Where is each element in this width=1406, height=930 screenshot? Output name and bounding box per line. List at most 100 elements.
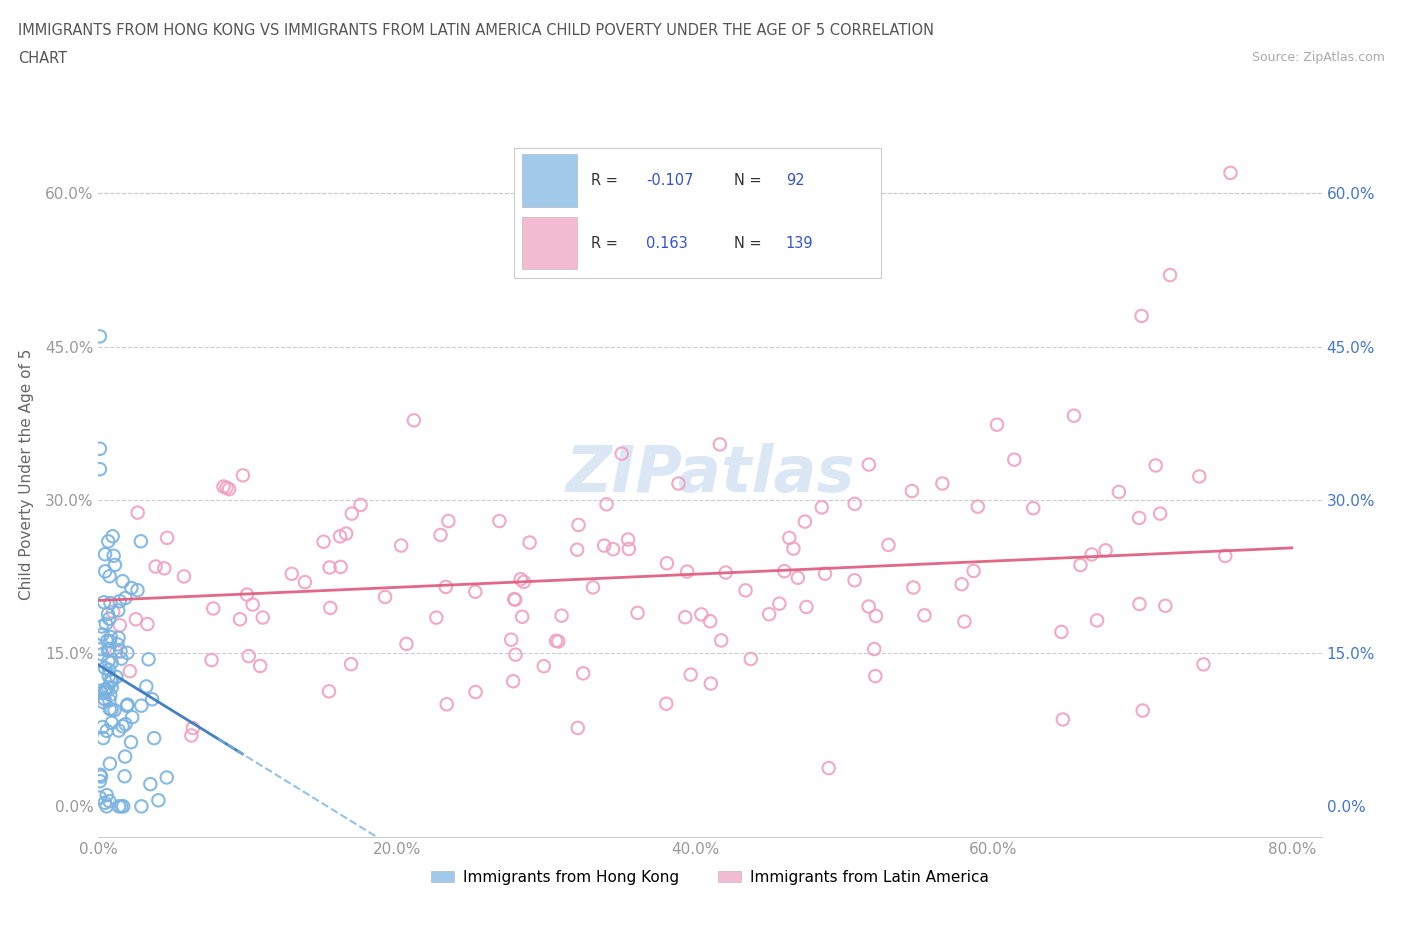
Point	[1063, 408, 1085, 423]
Point	[202, 601, 225, 616]
Point	[340, 506, 363, 521]
Point	[488, 513, 510, 528]
Point	[533, 658, 555, 673]
Point	[503, 592, 526, 607]
Point	[111, 719, 134, 734]
Point	[252, 610, 274, 625]
Point	[966, 499, 988, 514]
Point	[96, 724, 118, 738]
Point	[156, 530, 179, 545]
Point	[94, 660, 117, 675]
Point	[143, 731, 166, 746]
Point	[89, 684, 111, 698]
Point	[505, 647, 527, 662]
Point	[1069, 558, 1091, 573]
Point	[94, 683, 117, 698]
Point	[434, 579, 457, 594]
Point	[700, 676, 723, 691]
Point	[212, 479, 235, 494]
Point	[863, 642, 886, 657]
Point	[464, 584, 486, 599]
Point	[93, 691, 115, 706]
Point	[91, 695, 114, 710]
Point	[699, 614, 721, 629]
Y-axis label: Child Poverty Under the Age of 5: Child Poverty Under the Age of 5	[18, 349, 34, 600]
Point	[502, 673, 524, 688]
Point	[127, 505, 149, 520]
Point	[156, 770, 179, 785]
Point	[96, 682, 118, 697]
Point	[180, 728, 202, 743]
Point	[138, 652, 160, 667]
Point	[97, 606, 120, 621]
Point	[93, 595, 115, 610]
Point	[1188, 469, 1211, 484]
Point	[148, 793, 170, 808]
Point	[114, 717, 136, 732]
Point	[510, 609, 533, 624]
Point	[903, 580, 925, 595]
Point	[121, 710, 143, 724]
Point	[778, 530, 800, 545]
Point	[100, 715, 122, 730]
Point	[1050, 624, 1073, 639]
Point	[98, 687, 121, 702]
Point	[129, 534, 152, 549]
Point	[1132, 703, 1154, 718]
Point	[679, 667, 702, 682]
Point	[740, 652, 762, 667]
Point	[91, 627, 114, 642]
Point	[114, 591, 136, 605]
Point	[103, 549, 125, 564]
Point	[547, 634, 569, 649]
Point	[141, 692, 163, 707]
Point	[865, 608, 887, 623]
Point	[817, 761, 839, 776]
Point	[232, 468, 254, 483]
Point	[98, 611, 121, 626]
Point	[98, 642, 121, 657]
Point	[115, 698, 138, 713]
Point	[844, 573, 866, 588]
Point	[758, 606, 780, 621]
Point	[89, 767, 111, 782]
Point	[281, 566, 304, 581]
Point	[509, 572, 531, 587]
Point	[617, 541, 640, 556]
Point	[782, 541, 804, 556]
Point	[107, 631, 129, 645]
Point	[349, 498, 371, 512]
Point	[1144, 458, 1167, 472]
Point	[567, 517, 589, 532]
Point	[690, 607, 713, 622]
Point	[90, 769, 112, 784]
Point	[131, 799, 153, 814]
Point	[107, 603, 129, 618]
Point	[89, 442, 111, 457]
Point	[229, 612, 252, 627]
Point	[103, 703, 125, 718]
Point	[127, 583, 149, 598]
Point	[96, 788, 118, 803]
Legend: Immigrants from Hong Kong, Immigrants from Latin America: Immigrants from Hong Kong, Immigrants fr…	[425, 864, 995, 891]
Point	[710, 633, 733, 648]
Point	[98, 569, 121, 584]
Point	[709, 437, 731, 452]
Point	[91, 731, 114, 746]
Point	[100, 630, 122, 644]
Point	[105, 670, 128, 684]
Text: Source: ZipAtlas.com: Source: ZipAtlas.com	[1251, 51, 1385, 64]
Point	[97, 680, 120, 695]
Point	[1192, 657, 1215, 671]
Point	[513, 575, 536, 590]
Point	[117, 645, 139, 660]
Point	[100, 595, 122, 610]
Point	[389, 538, 412, 553]
Point	[117, 698, 139, 712]
Point	[96, 799, 118, 814]
Point	[242, 597, 264, 612]
Point	[602, 542, 624, 557]
Point	[655, 556, 678, 571]
Point	[110, 799, 132, 814]
Point	[582, 580, 605, 595]
